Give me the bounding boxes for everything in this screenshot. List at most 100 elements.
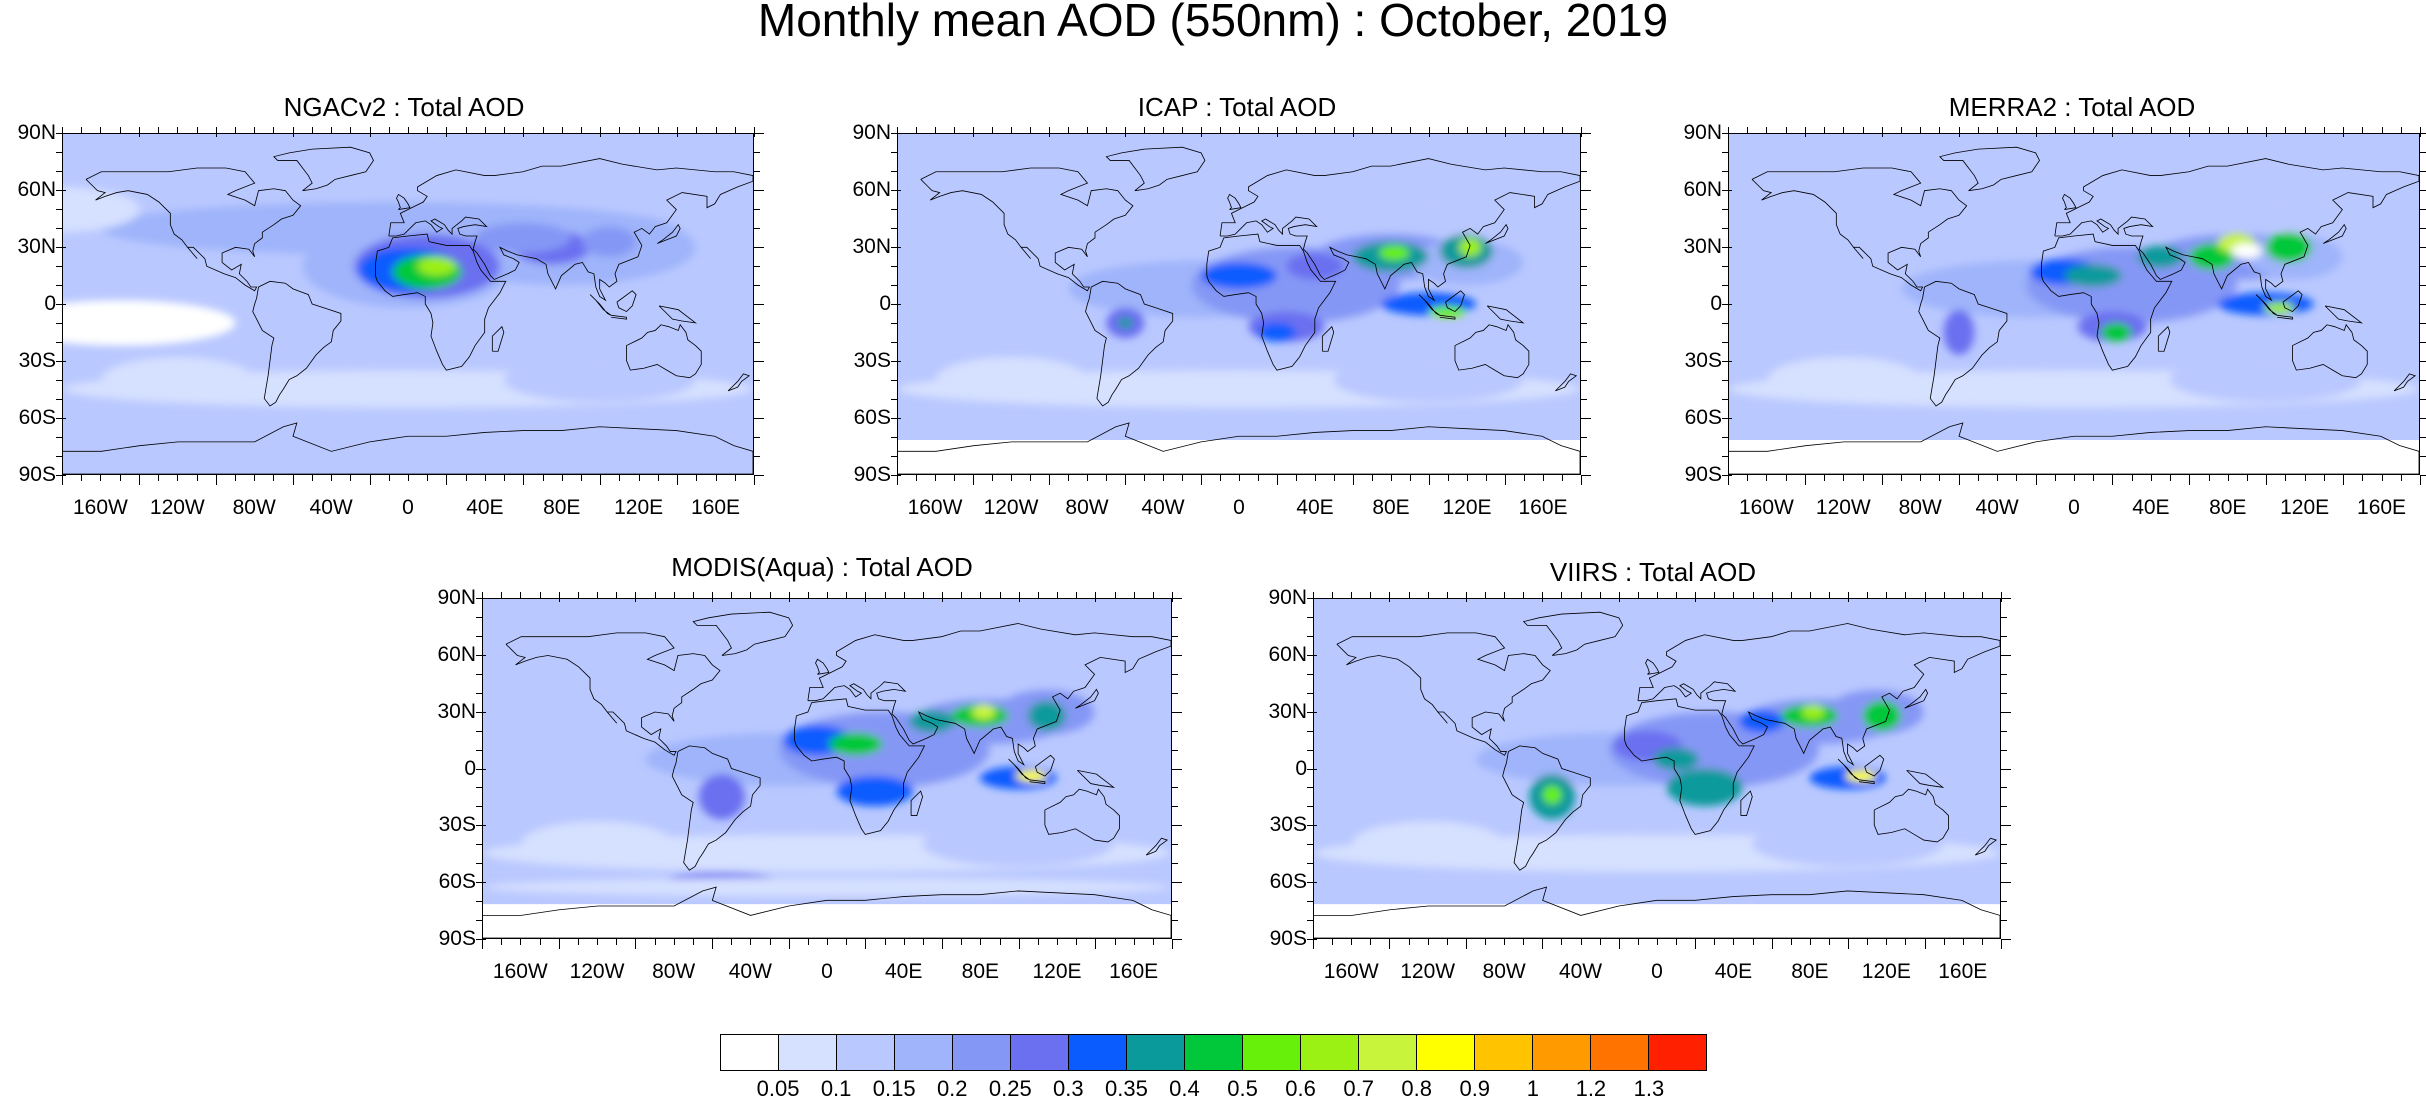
- aod-region: [2064, 264, 2122, 287]
- lat-tick: [1581, 171, 1587, 172]
- aod-region: [101, 356, 255, 403]
- lon-tick: [1523, 939, 1525, 945]
- lon-tick: [2266, 475, 2268, 485]
- lat-tick: [1307, 730, 1313, 732]
- lon-tick: [1114, 939, 1116, 945]
- lon-tick: [196, 127, 198, 133]
- lat-tick: [476, 806, 482, 808]
- lon-tick: [577, 592, 579, 598]
- colorbar-box: [1591, 1035, 1649, 1070]
- lon-tick: [619, 475, 621, 481]
- lon-tick: [539, 939, 541, 945]
- lon-tick: [942, 592, 943, 602]
- lon-tick: [501, 592, 503, 598]
- lon-tick: [350, 475, 352, 481]
- lat-tick: [1172, 844, 1178, 846]
- aod-region: [1863, 181, 2094, 257]
- lon-tick: [1785, 475, 1787, 481]
- lon-tick: [2400, 475, 2402, 481]
- lat-tick: [476, 692, 482, 694]
- lon-tick: [2170, 127, 2172, 133]
- lat-label: 60N: [1268, 642, 1307, 666]
- lon-tick: [2285, 127, 2287, 133]
- lon-tick: [1881, 475, 1883, 485]
- coastline: [491, 325, 505, 352]
- lat-tick: [1581, 209, 1587, 210]
- lat-tick: [2001, 711, 2011, 713]
- lat-tick: [1172, 692, 1178, 694]
- lon-tick: [1977, 127, 1979, 133]
- lon-label: 120E: [1442, 496, 1492, 519]
- lat-tick: [891, 228, 897, 229]
- lon-tick: [2093, 475, 2095, 481]
- lat-tick: [1307, 749, 1313, 751]
- lon-label: 120W: [149, 496, 205, 519]
- aod-region: [616, 646, 847, 722]
- lon-tick: [715, 127, 717, 133]
- lon-label: 120E: [1861, 960, 1911, 983]
- lon-tick: [1353, 127, 1354, 137]
- lon-tick: [2362, 127, 2364, 133]
- lon-tick: [1728, 127, 1729, 137]
- lat-tick: [754, 266, 760, 267]
- lat-tick: [1722, 418, 1732, 419]
- lon-tick: [1133, 939, 1135, 945]
- aod-region: [836, 776, 913, 807]
- lon-tick: [427, 127, 429, 133]
- lon-tick: [1901, 127, 1902, 133]
- lon-tick: [1637, 939, 1639, 945]
- lon-label: 160W: [1323, 960, 1379, 983]
- coastline: [1227, 193, 1242, 210]
- lon-tick: [1486, 475, 1487, 481]
- lon-tick: [734, 475, 736, 481]
- lon-tick: [177, 127, 179, 133]
- panel-title: VIIRS : Total AOD: [1549, 557, 1757, 587]
- lon-tick: [2285, 475, 2287, 481]
- aod-region: [63, 300, 236, 346]
- lon-tick: [2016, 127, 2018, 133]
- lon-tick: [81, 127, 83, 133]
- coastlines: [898, 146, 1580, 474]
- lon-tick: [1939, 127, 1941, 133]
- lon-tick: [2323, 475, 2325, 481]
- lon-tick: [1771, 939, 1773, 949]
- lon-tick: [1467, 127, 1468, 133]
- lon-tick: [388, 127, 390, 133]
- lon-tick: [1771, 592, 1773, 602]
- lon-tick: [1018, 592, 1020, 602]
- lon-label: 0: [1233, 496, 1245, 519]
- lat-label: 30S: [853, 349, 891, 372]
- lon-tick: [2400, 127, 2402, 133]
- coastlines: [1729, 146, 2419, 474]
- lon-tick: [1829, 592, 1830, 598]
- lat-label: 30S: [1269, 813, 1307, 837]
- lat-tick: [1581, 399, 1587, 400]
- lat-label: 0: [1710, 292, 1722, 315]
- lat-label: 30N: [852, 235, 891, 258]
- lat-label: 30S: [438, 813, 476, 837]
- coastline: [692, 611, 794, 656]
- coastline: [1522, 611, 1624, 656]
- lon-tick: [1087, 475, 1088, 481]
- lon-label: 40W: [1141, 496, 1185, 519]
- lon-tick: [2054, 127, 2056, 133]
- lat-tick: [1581, 456, 1587, 457]
- lon-tick: [597, 592, 598, 598]
- lat-tick: [891, 418, 901, 419]
- lon-label: 0: [402, 496, 414, 519]
- lon-tick: [865, 592, 867, 602]
- lon-tick: [616, 939, 618, 945]
- lon-tick: [903, 939, 905, 945]
- lon-tick: [581, 475, 582, 481]
- aod-region: [2100, 322, 2132, 342]
- lon-tick: [1465, 592, 1467, 602]
- lon-tick: [1446, 592, 1448, 598]
- lat-tick: [1172, 882, 1182, 884]
- colorbar-box: [1069, 1035, 1127, 1070]
- lat-tick: [1722, 190, 1732, 191]
- lon-tick: [750, 939, 752, 945]
- lon-tick: [2343, 475, 2345, 485]
- lon-tick: [657, 475, 659, 481]
- aod-region: [1943, 309, 1975, 355]
- lon-tick: [539, 592, 541, 598]
